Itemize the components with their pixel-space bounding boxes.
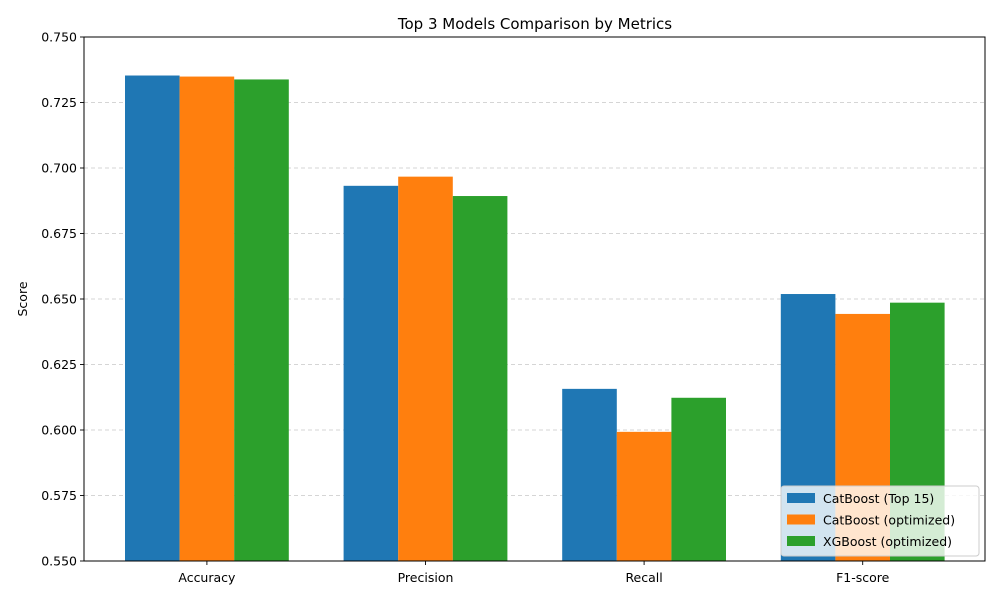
legend-swatch (787, 493, 815, 503)
bar (616, 431, 672, 561)
x-tick-label: Recall (625, 570, 662, 585)
x-tick-label: Precision (398, 570, 454, 585)
bar (179, 76, 235, 561)
y-tick-label: 0.700 (41, 161, 77, 176)
legend-label: CatBoost (Top 15) (823, 491, 934, 506)
y-tick-label: 0.675 (41, 226, 77, 241)
y-tick-label: 0.550 (41, 554, 77, 569)
chart-title: Top 3 Models Comparison by Metrics (397, 15, 672, 33)
legend-box (780, 485, 980, 557)
bar (671, 397, 726, 561)
x-tick-label: F1-score (836, 570, 890, 585)
legend: CatBoost (Top 15) CatBoost (optimized) XGB… (780, 485, 980, 557)
y-tick-label: 0.575 (41, 488, 77, 503)
y-tick-label: 0.750 (41, 30, 77, 45)
y-axis-label: Score (15, 281, 30, 316)
y-tick-label: 0.650 (41, 292, 77, 307)
bar (452, 196, 508, 561)
legend-swatch (787, 514, 815, 525)
x-tick-label: Accuracy (178, 570, 236, 585)
y-tick-label: 0.600 (41, 423, 77, 438)
bar (398, 176, 453, 561)
axes: 0.550 0.575 0.600 0.625 0.650 0.675 0.700 0.725… (41, 30, 986, 585)
legend-swatch (787, 536, 815, 546)
y-tick-label: 0.725 (41, 95, 77, 110)
plot-frame (83, 36, 986, 562)
bar (562, 388, 617, 561)
legend-label: XGBoost (optimized) (823, 534, 952, 549)
legend-label: CatBoost (optimized) (823, 513, 955, 528)
bar (343, 185, 399, 562)
bar (125, 75, 180, 561)
y-tick-label: 0.625 (41, 357, 77, 372)
bar (234, 79, 289, 561)
